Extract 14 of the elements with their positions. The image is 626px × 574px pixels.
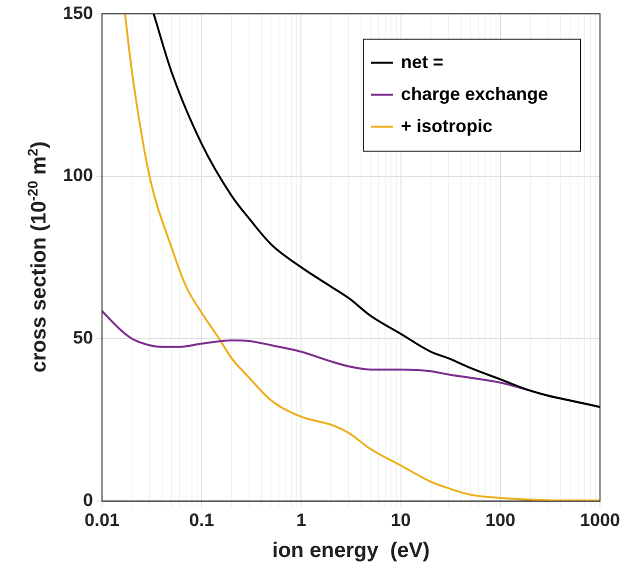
legend-label: charge exchange [400, 84, 548, 104]
x-tick-label: 0.01 [84, 510, 120, 530]
x-tick-label: 100 [485, 510, 516, 530]
legend-label: net = [400, 52, 444, 72]
x-tick-label: 10 [390, 510, 411, 530]
y-tick-label: 150 [62, 2, 94, 23]
x-axis-title: ion energy (eV) [272, 539, 430, 562]
y-tick-label: 50 [73, 328, 94, 348]
y-tick-label: 0 [83, 490, 94, 510]
x-tick-label: 1000 [580, 510, 620, 530]
legend-label: + isotropic [400, 116, 492, 136]
x-tick-label: 1 [296, 510, 306, 530]
x-tick-label: 0.1 [189, 510, 214, 530]
y-tick-label: 100 [62, 165, 94, 186]
